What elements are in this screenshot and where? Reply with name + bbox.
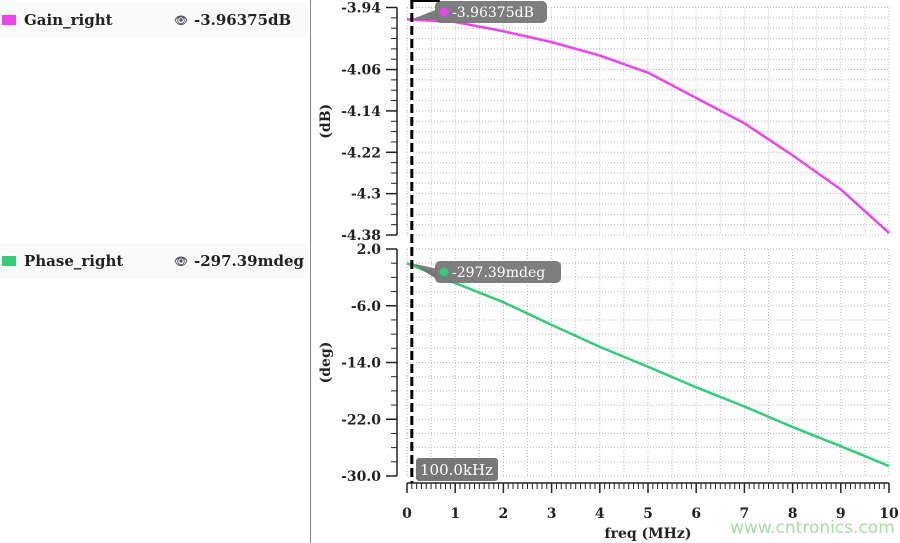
marker-label-box bbox=[435, 1, 547, 23]
marker-pointer bbox=[411, 263, 438, 280]
x-tick-label: 7 bbox=[740, 506, 750, 522]
y-axis-label: (dB) bbox=[318, 104, 334, 139]
x-tick-label: 10 bbox=[879, 506, 899, 522]
eye-icon[interactable]: 👁 bbox=[174, 254, 188, 268]
legend-name: Phase_right bbox=[24, 252, 124, 270]
y-tick-label: -30.0 bbox=[341, 469, 381, 485]
x-axis-label: freq (MHz) bbox=[605, 526, 692, 542]
legend-value: -297.39mdeg bbox=[193, 252, 304, 270]
series-line-phase_right bbox=[406, 262, 890, 468]
x-tick-label: 4 bbox=[595, 506, 605, 522]
y-tick-label: 2.0 bbox=[357, 242, 382, 258]
marker-label-box bbox=[435, 261, 561, 283]
y-tick-label: -4.06 bbox=[341, 63, 381, 79]
y-tick-label: -3.94 bbox=[341, 1, 381, 17]
y-axis-label: (deg) bbox=[318, 342, 334, 384]
marker-dot bbox=[439, 267, 449, 277]
gain-swatch bbox=[2, 15, 16, 25]
marker-pointer bbox=[411, 9, 438, 20]
y-tick-label: -4.3 bbox=[351, 187, 381, 203]
legend-item-phase[interactable]: Phase_right 👁 -297.39mdeg bbox=[0, 243, 308, 279]
y-tick-label: -6.0 bbox=[351, 299, 381, 315]
series-line-gain_right bbox=[406, 18, 890, 234]
x-tick-label: 1 bbox=[450, 506, 460, 522]
legend-name: Gain_right bbox=[24, 11, 113, 29]
y-tick-label: -4.14 bbox=[341, 104, 381, 120]
legend-item-gain[interactable]: Gain_right 👁 -3.96375dB bbox=[0, 2, 308, 38]
x-tick-label: 5 bbox=[643, 506, 653, 522]
cursor-label: 100.0kHz bbox=[420, 461, 493, 479]
phase-swatch bbox=[2, 256, 16, 266]
x-tick-label: 2 bbox=[499, 506, 509, 522]
x-tick-label: 8 bbox=[788, 506, 798, 522]
y-tick-label: -4.38 bbox=[341, 228, 381, 244]
marker-label: -3.96375dB bbox=[452, 5, 534, 21]
x-tick-label: 3 bbox=[547, 506, 557, 522]
y-tick-label: -14.0 bbox=[341, 356, 381, 372]
y-tick-label: -22.0 bbox=[341, 412, 381, 428]
legend-value: -3.96375dB bbox=[193, 11, 292, 29]
marker-dot bbox=[439, 7, 449, 17]
x-tick-label: 0 bbox=[402, 506, 412, 522]
x-tick-label: 9 bbox=[836, 506, 846, 522]
watermark: www.cntronics.com bbox=[730, 518, 895, 538]
y-tick-label: -4.22 bbox=[341, 145, 381, 161]
x-tick-label: 6 bbox=[691, 506, 701, 522]
panel-divider[interactable] bbox=[310, 0, 311, 543]
marker-label: -297.39mdeg bbox=[452, 265, 545, 281]
eye-icon[interactable]: 👁 bbox=[174, 13, 188, 27]
cursor-label-box bbox=[416, 458, 498, 481]
